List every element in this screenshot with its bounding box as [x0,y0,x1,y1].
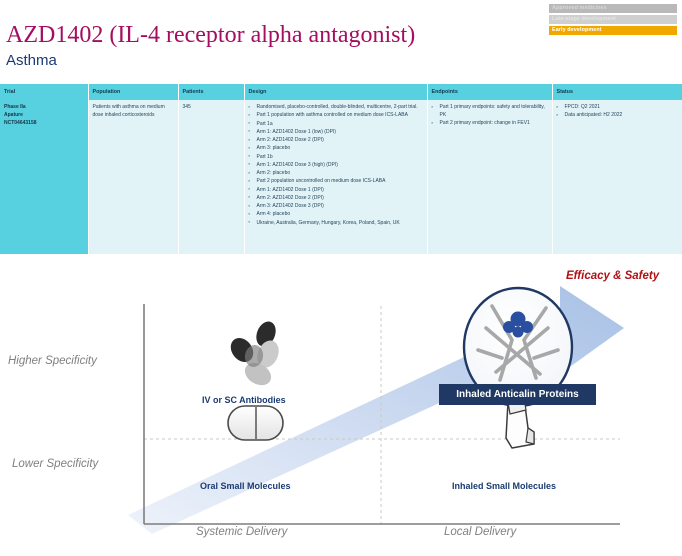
list-item: Part 1a [249,120,422,129]
list-item: Arm 2: AZD1402 Dose 2 (DPI) [249,194,422,203]
quadrant-label-oral-small-molecules: Oral Small Molecules [200,481,291,491]
trial-name: Apature [4,111,23,118]
list-item: Part 1 primary endpoints: safety and tol… [432,104,547,120]
column-header-population: Population [88,84,179,100]
legend-item-early-development[interactable]: Early development [549,26,677,35]
list-item: Ukraine, Australia, Germany, Hungary, Ko… [249,219,422,228]
cell-status: FPCD: Q2 2021 Data anticipated: H2 2022 [552,100,682,254]
trial-table: Trial Population Patients Design Endpoin… [0,84,682,254]
antibody-icon [230,321,279,386]
list-item: Data anticipated: H2 2022 [557,112,677,120]
anticalin-protein-icon [462,286,574,408]
cell-endpoints: Part 1 primary endpoints: safety and tol… [427,100,553,254]
list-item: Arm 3: placebo [249,145,422,153]
cell-design: Randomised, placebo-controlled, double-b… [244,100,428,254]
endpoints-bullet-list: Part 1 primary endpoints: safety and tol… [432,104,547,128]
table-row: Phase IIa Apature NCT04643158 Patients w… [0,100,682,254]
column-header-status: Status [552,84,682,100]
quadrant-label-iv-or-sc-antibodies: IV or SC Antibodies [202,395,286,405]
legend-label: Late-stage development [552,16,616,22]
quadrant-label-inhaled-small-molecules: Inhaled Small Molecules [452,481,557,491]
list-item: Arm 1: AZD1402 Dose 3 (high) (DPI) [249,161,422,170]
axis-label-lower-specificity: Lower Specificity [12,458,99,470]
trial-phase: Phase IIa [4,104,26,110]
list-item: Part 1b [249,153,422,162]
cell-trial: Phase IIa Apature NCT04643158 [0,100,89,254]
list-item: Arm 1: AZD1402 Dose 1 (DPI) [249,186,422,195]
list-item: Randomised, placebo-controlled, double-b… [249,104,422,112]
trial-registry-id: NCT04643158 [4,119,37,126]
list-item: Arm 4: placebo [249,211,422,219]
column-header-patients: Patients [178,84,245,100]
column-header-trial: Trial [0,84,89,100]
table-header-row: Trial Population Patients Design Endpoin… [0,84,682,100]
list-item: Arm 3: AZD1402 Dose 3 (DPI) [249,203,422,211]
inhaler-icon [505,397,535,449]
development-stage-legend: Approved medicines Late-stage developmen… [549,4,677,37]
diagram-canvas [128,286,624,534]
specificity-delivery-diagram: Higher Specificity Lower Specificity Sys… [0,262,682,556]
capsule-icon [227,405,284,441]
axis-label-local-delivery: Local Delivery [444,526,517,538]
column-header-design: Design [244,84,428,100]
list-item: Arm 2: AZD1402 Dose 2 (DPI) [249,137,422,145]
list-item: Part 2 primary endpoint: change in FEV1 [432,120,547,128]
legend-label: Approved medicines [552,5,607,11]
list-item: Arm 1: AZD1402 Dose 1 (low) (DPI) [249,128,422,137]
list-item: Part 1 population with asthma controlled… [249,112,422,120]
legend-item-late-stage-development[interactable]: Late-stage development [549,15,677,24]
legend-label: Early development [552,27,602,33]
status-bullet-list: FPCD: Q2 2021 Data anticipated: H2 2022 [557,104,677,120]
cell-population: Patients with asthma on medium dose inha… [88,100,179,254]
list-item: Part 2 population uncontrolled on medium… [249,178,422,186]
arrow-label-efficacy-and-safety: Efficacy & Safety [566,270,660,282]
page-title: AZD1402 (IL-4 receptor alpha antagonist) [6,22,416,48]
quadrant-label-inhaled-anticalin-proteins: Inhaled Anticalin Proteins [439,384,596,405]
list-item: FPCD: Q2 2021 [557,104,677,112]
column-header-endpoints: Endpoints [427,84,553,100]
legend-item-approved-medicines[interactable]: Approved medicines [549,4,677,13]
page-subtitle: Asthma [6,52,57,69]
axis-label-systemic-delivery: Systemic Delivery [196,526,288,538]
list-item: Arm 2: placebo [249,170,422,178]
cell-patients: 345 [178,100,245,254]
design-bullet-list: Randomised, placebo-controlled, double-b… [249,104,422,227]
axis-label-higher-specificity: Higher Specificity [8,355,97,367]
